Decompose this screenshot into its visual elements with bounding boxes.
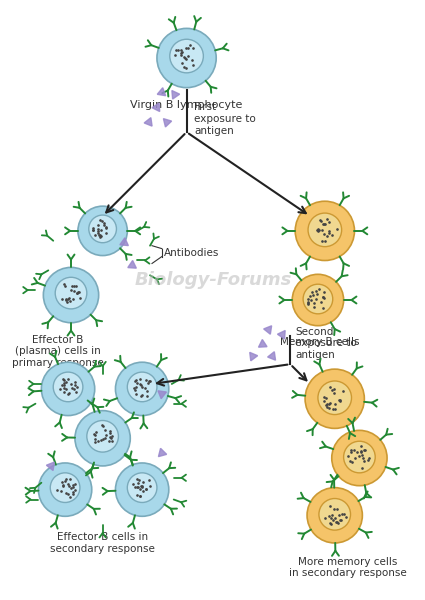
Circle shape (332, 430, 387, 485)
Circle shape (303, 284, 333, 314)
Polygon shape (157, 88, 166, 96)
Polygon shape (159, 448, 167, 457)
Polygon shape (278, 331, 285, 339)
Circle shape (170, 39, 203, 73)
Circle shape (157, 28, 216, 88)
Text: First
exposure to
antigen: First exposure to antigen (195, 103, 256, 136)
Circle shape (319, 499, 351, 530)
Polygon shape (120, 238, 128, 245)
Circle shape (116, 463, 169, 516)
Text: Effector B cells in
secondary response: Effector B cells in secondary response (50, 532, 155, 554)
Text: Memory B cells: Memory B cells (280, 337, 360, 347)
Circle shape (41, 362, 95, 416)
Text: Virgin B lymphocyte: Virgin B lymphocyte (130, 100, 243, 110)
Polygon shape (268, 352, 275, 360)
Circle shape (292, 274, 343, 326)
Polygon shape (172, 91, 180, 99)
Circle shape (307, 488, 363, 543)
Circle shape (128, 372, 157, 402)
Circle shape (343, 441, 375, 473)
Polygon shape (250, 352, 258, 361)
Text: More memory cells
in secondary response: More memory cells in secondary response (289, 557, 406, 578)
Circle shape (116, 362, 169, 416)
Circle shape (38, 463, 92, 516)
Circle shape (75, 410, 130, 466)
Text: Biology-Forums: Biology-Forums (135, 271, 292, 289)
Polygon shape (152, 103, 160, 112)
Polygon shape (258, 340, 267, 347)
Circle shape (55, 277, 87, 309)
Circle shape (308, 213, 342, 247)
Circle shape (305, 369, 364, 428)
Text: Second
exposure to
antigen: Second exposure to antigen (295, 326, 357, 360)
Circle shape (53, 372, 83, 402)
Polygon shape (144, 118, 152, 126)
Circle shape (43, 268, 99, 323)
Circle shape (89, 215, 116, 243)
Circle shape (78, 206, 127, 256)
Polygon shape (164, 119, 172, 127)
Polygon shape (128, 260, 136, 268)
Polygon shape (158, 391, 167, 399)
Circle shape (50, 473, 80, 502)
Text: Effector B
(plasma) cells in
primary response: Effector B (plasma) cells in primary res… (12, 335, 104, 368)
Polygon shape (264, 326, 272, 334)
Text: Antibodies: Antibodies (164, 248, 219, 257)
Circle shape (87, 421, 119, 452)
Polygon shape (46, 462, 54, 470)
Circle shape (295, 201, 354, 260)
Circle shape (128, 473, 157, 502)
Circle shape (318, 381, 351, 415)
